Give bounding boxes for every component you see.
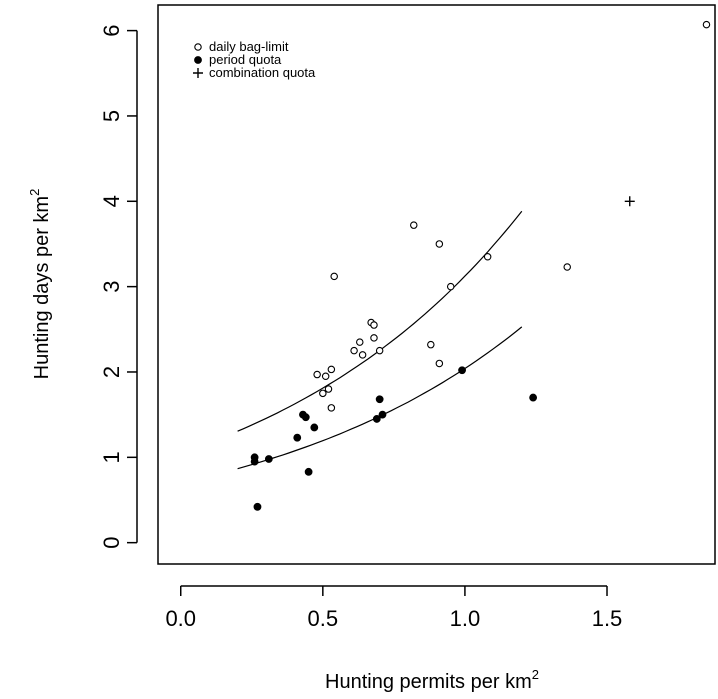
data-point — [304, 467, 313, 476]
y-axis-title-text: Hunting days per km — [31, 196, 53, 379]
data-point — [313, 370, 321, 379]
curves-layer — [237, 210, 523, 470]
data-point — [446, 282, 455, 291]
data-point — [370, 321, 378, 329]
data-point — [372, 415, 381, 423]
data-point — [702, 20, 711, 29]
data-point — [350, 346, 358, 355]
data-point — [324, 385, 333, 393]
data-point — [410, 221, 418, 229]
legend-label: combination quota — [209, 65, 316, 80]
data-point — [435, 240, 444, 248]
data-point — [483, 253, 492, 261]
legend-marker — [194, 43, 202, 51]
data-point — [327, 365, 336, 374]
x-tick-label: 0.0 — [165, 606, 196, 631]
data-point — [435, 359, 444, 368]
data-point — [319, 389, 327, 398]
data-point — [310, 423, 319, 432]
data-point — [253, 502, 262, 511]
x-tick-label: 0.5 — [308, 606, 339, 631]
data-point — [529, 393, 538, 402]
y-tick-label: 4 — [99, 195, 124, 207]
x-axis-title-superscript: 2 — [532, 667, 539, 682]
data-point — [427, 340, 435, 349]
legend-label: daily bag-limit — [209, 39, 289, 54]
data-point — [375, 395, 384, 404]
y-tick-label: 1 — [99, 451, 124, 463]
data-point — [250, 457, 259, 466]
y-tick-label: 6 — [99, 24, 124, 36]
y-tick-label: 2 — [99, 366, 124, 378]
points-layer — [250, 20, 711, 511]
data-point — [321, 372, 330, 380]
data-point — [264, 455, 273, 463]
x-axis-title: Hunting permits per km2 — [325, 667, 539, 693]
y-axis-title-superscript: 2 — [27, 189, 42, 196]
data-point — [370, 334, 378, 342]
data-point — [301, 413, 310, 422]
y-axis-title: Hunting days per km2 — [27, 189, 53, 380]
data-point — [356, 338, 364, 346]
x-tick-label: 1.0 — [450, 606, 481, 631]
data-point — [458, 366, 466, 375]
x-tick-label: 1.5 — [592, 606, 623, 631]
plot-frame — [157, 4, 716, 565]
x-axis-title-text: Hunting permits per km — [325, 671, 532, 693]
data-point — [293, 433, 302, 442]
axes-layer: 0.0 0.5 1.0 1.5 0 1 2 3 4 5 6 — [99, 24, 622, 631]
data-point — [378, 410, 387, 419]
y-tick-label: 3 — [99, 281, 124, 293]
data-point — [330, 272, 338, 281]
legend-marker — [193, 68, 203, 78]
legend-marker — [194, 56, 202, 64]
data-point — [375, 346, 384, 355]
data-point — [358, 351, 367, 359]
data-point — [327, 404, 336, 412]
data-point — [624, 196, 635, 207]
y-tick-label: 5 — [99, 110, 124, 122]
data-point — [563, 263, 571, 271]
legend-label: period quota — [209, 52, 282, 67]
y-tick-label: 0 — [99, 537, 124, 549]
